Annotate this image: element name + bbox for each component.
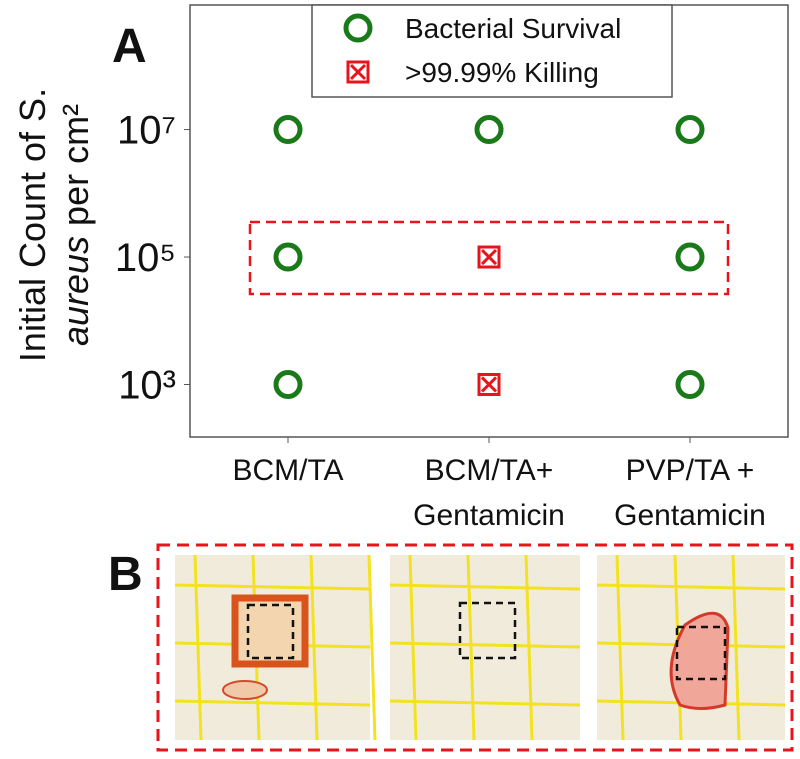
marker — [477, 372, 501, 396]
marker — [273, 242, 303, 272]
marker — [675, 242, 705, 272]
y-label: aureus per cm² — [55, 104, 96, 346]
y-label-part: aureus — [55, 236, 96, 346]
photo-grid — [524, 554, 534, 741]
marker — [675, 369, 705, 399]
outline-box — [458, 601, 517, 660]
x-tick-label: PVP/TA + — [626, 454, 755, 487]
marker — [273, 115, 303, 145]
photo-grid — [389, 699, 581, 707]
legend-label: Bacterial Survival — [405, 13, 621, 44]
marker-box — [477, 372, 501, 396]
y-tick-label: 10⁷ — [117, 109, 176, 153]
photo-grid — [596, 583, 786, 591]
panel-label: A — [112, 20, 147, 73]
legend-label: >99.99% Killing — [405, 57, 599, 88]
photo-grid — [309, 554, 319, 741]
marker — [477, 245, 501, 269]
marker — [346, 60, 370, 84]
highlight-box — [248, 220, 730, 296]
photo-grid — [174, 583, 371, 591]
x-tick-label: BCM/TA — [232, 454, 343, 487]
marker-cross — [349, 63, 367, 81]
x-tick-label: BCM/TA+ — [425, 454, 554, 487]
marker — [474, 115, 504, 145]
panel-label: B — [108, 548, 143, 601]
stain — [222, 680, 268, 700]
outline-box — [675, 625, 727, 681]
photo-grid — [367, 554, 377, 741]
photo-grid — [174, 699, 371, 707]
legend-frame — [311, 4, 673, 98]
y-label-line: Initial Count of S. — [12, 88, 53, 362]
x-tick-label: Gentamicin — [614, 499, 766, 532]
y-label-part: per cm² — [55, 104, 96, 226]
y-tick-label: 10³ — [118, 363, 176, 407]
marker-cross — [480, 376, 498, 393]
stain — [231, 594, 309, 668]
marker-box — [346, 60, 370, 84]
x-tick-label: Gentamicin — [413, 499, 565, 532]
photo-grid — [389, 583, 581, 591]
marker — [343, 13, 373, 43]
photos — [174, 554, 786, 741]
y-label: Initial Count of S. — [12, 88, 53, 362]
marker-cross — [480, 248, 498, 266]
marker — [273, 369, 303, 399]
photo-grid — [389, 641, 581, 649]
photo-grid — [731, 554, 741, 741]
marker — [675, 115, 705, 145]
outline-box — [246, 603, 295, 660]
y-label-line: aureus per cm² — [55, 104, 96, 346]
panel-b — [156, 543, 794, 752]
y-tick-label: 10⁵ — [115, 236, 176, 280]
stain — [669, 611, 730, 710]
marker-box — [477, 245, 501, 269]
